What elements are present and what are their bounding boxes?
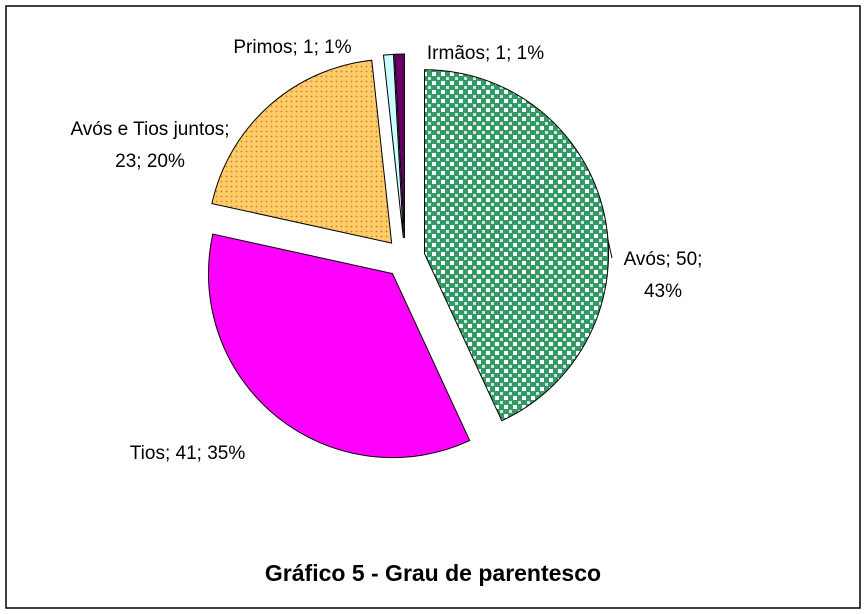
chart-title: Gráfico 5 - Grau de parentesco <box>264 560 602 586</box>
pie-slice <box>211 59 393 244</box>
pie-slice <box>424 69 610 422</box>
slice-label: Tios; 41; 35% <box>129 443 246 464</box>
pie-slice <box>393 53 405 239</box>
pie-slice <box>382 53 404 239</box>
slice-label: Primos; 1; 1% <box>233 37 352 58</box>
pie-slice <box>208 233 471 459</box>
slice-label: Irmãos; 1; 1% <box>426 43 545 64</box>
slice-label: Avós; 50; 43% <box>623 249 703 302</box>
slice-label: Avós e Tios juntos; 23; 20% <box>70 119 230 172</box>
